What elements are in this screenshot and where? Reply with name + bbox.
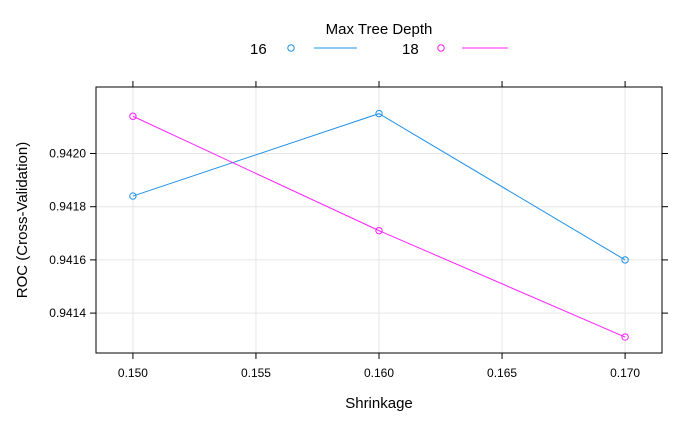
series-point-18	[129, 112, 137, 120]
x-tick-label: 0.170	[610, 366, 640, 380]
series-line-18	[132, 115, 626, 338]
x-tick-label: 0.150	[118, 366, 148, 380]
y-tick-label: 0.9418	[49, 200, 86, 214]
x-axis-title: Shrinkage	[345, 395, 413, 412]
axes: 0.150 0.155 0.160 0.165 0.170 0.9414 0.9416 0.9…	[49, 81, 668, 380]
grid-lines	[96, 87, 662, 353]
series-point-18	[375, 226, 383, 235]
legend-title: Max Tree Depth	[326, 21, 433, 38]
legend-point-16	[287, 44, 295, 52]
legend-label-16: 16	[250, 41, 267, 58]
y-tick-label: 0.9416	[49, 253, 86, 267]
series-line-16	[132, 113, 626, 261]
x-tick-label: 0.160	[364, 366, 394, 380]
x-tick-label: 0.155	[241, 366, 271, 380]
legend: Max Tree Depth 16 18	[250, 21, 508, 58]
y-axis-title: ROC (Cross-Validation)	[14, 142, 31, 298]
series-layer	[129, 109, 629, 341]
series-point-18	[621, 333, 629, 341]
legend-point-18	[437, 44, 445, 52]
y-tick-label: 0.9420	[49, 147, 86, 161]
y-tick-label: 0.9414	[49, 306, 86, 320]
legend-label-18: 18	[402, 41, 419, 58]
series-point-16	[129, 192, 137, 200]
x-tick-label: 0.165	[487, 366, 517, 380]
series-point-16	[621, 256, 629, 264]
series-point-16	[375, 109, 383, 118]
